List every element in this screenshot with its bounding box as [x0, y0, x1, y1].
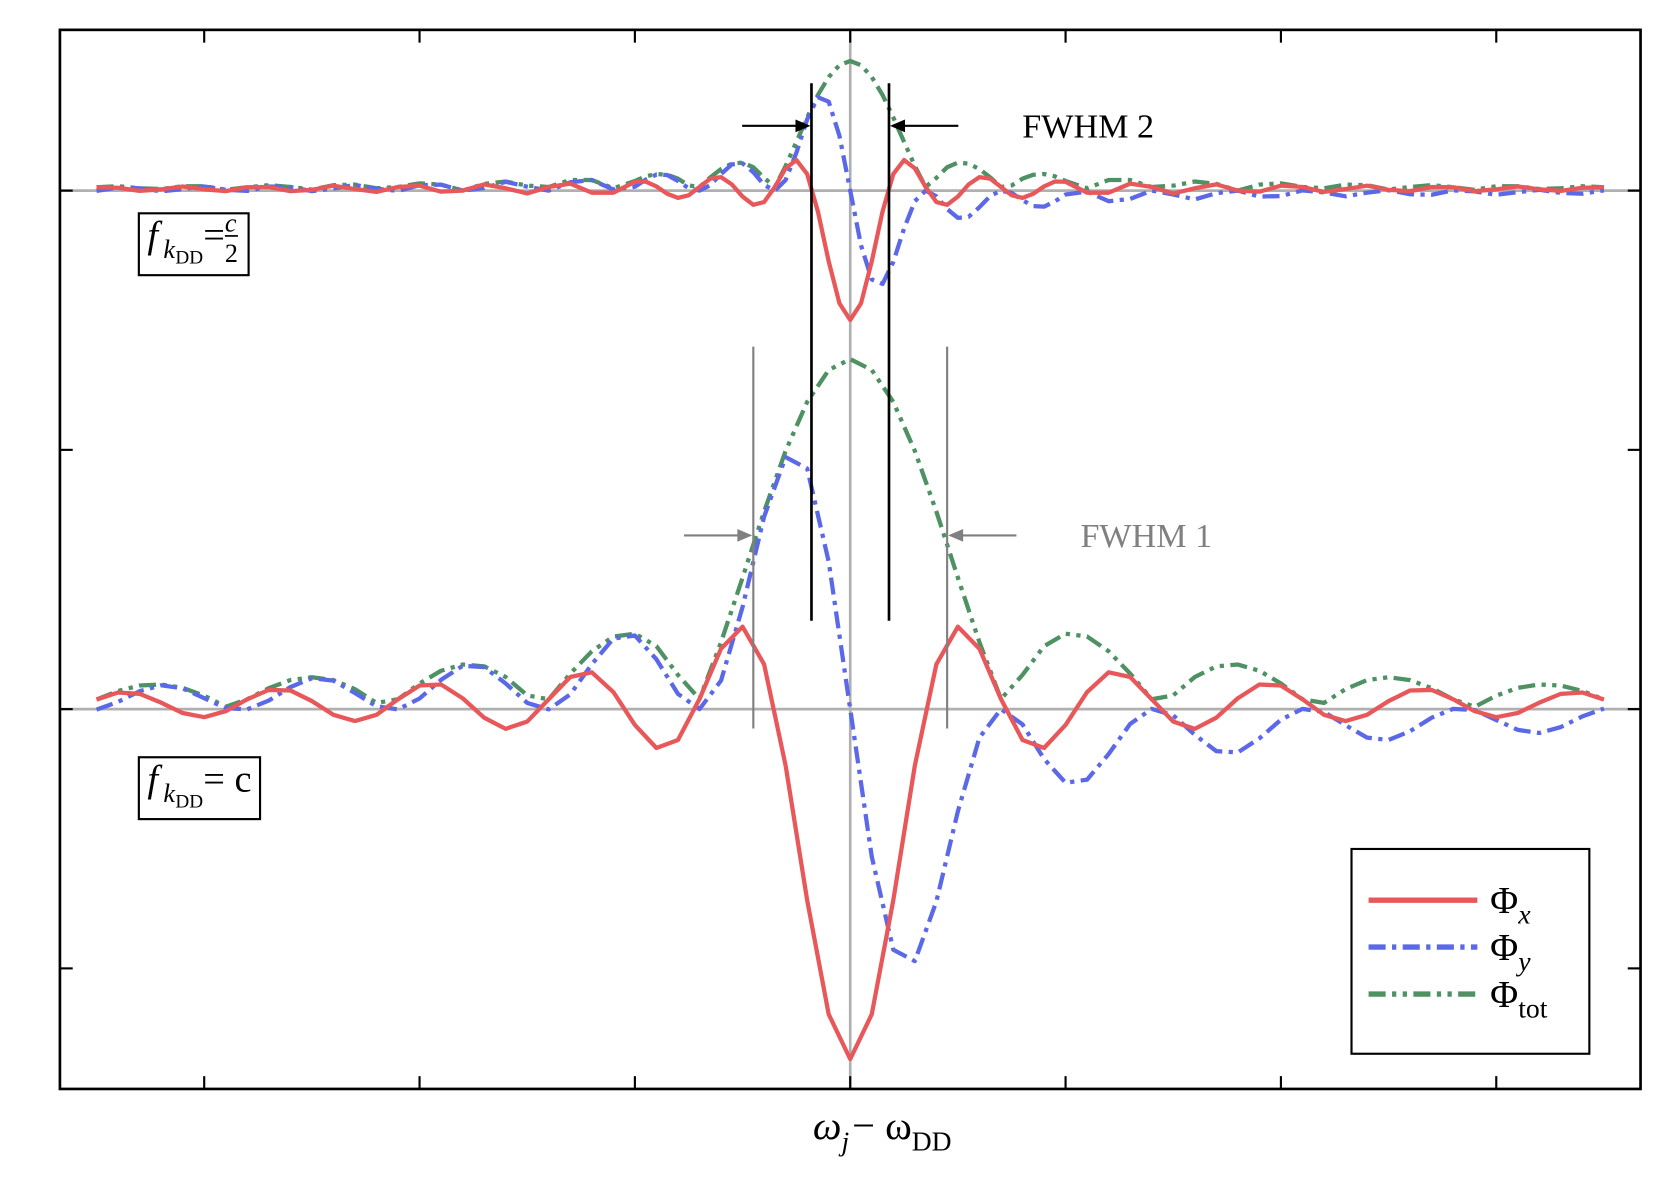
legend-entry: Φtot	[1490, 974, 1548, 1024]
label-part: k	[163, 779, 175, 808]
fwhm-label: FWHM 1	[1080, 518, 1212, 555]
legend-name: Φ	[1490, 927, 1518, 969]
label-part: DD	[175, 248, 203, 269]
legend-subscript: tot	[1518, 992, 1548, 1023]
series-line	[96, 95, 1605, 287]
fwhm-label: FWHM 2	[1022, 109, 1154, 146]
label-part: j	[838, 1125, 849, 1156]
box-label: f k DD = c	[147, 758, 251, 812]
label-part: 2	[225, 239, 238, 268]
legend-entry: Φy	[1490, 927, 1531, 977]
label-part: k	[163, 235, 175, 264]
label-part: f	[147, 214, 163, 256]
label-part: = c	[203, 758, 251, 800]
label-part: =	[203, 214, 225, 256]
legend-name: Φ	[1490, 974, 1518, 1016]
arrow-head	[948, 529, 964, 542]
label-part: DD	[175, 792, 203, 813]
label-part: ω	[813, 1103, 842, 1148]
arrow-head	[737, 529, 753, 542]
box-label: f k DD = c2	[147, 208, 238, 268]
box-label-frame	[137, 756, 262, 821]
series-line	[96, 58, 1605, 193]
legend-subscript: x	[1517, 899, 1531, 930]
arrow-head	[795, 119, 811, 133]
series-line	[95, 624, 1605, 1062]
label-part: DD	[912, 1125, 952, 1156]
arrow-head	[890, 119, 905, 133]
label-part: f	[147, 758, 163, 800]
legend-frame	[1350, 847, 1591, 1055]
series-line	[96, 157, 1604, 323]
series-line	[95, 356, 1605, 709]
label-part: c	[225, 208, 237, 237]
legend-subscript: y	[1515, 946, 1531, 977]
label-part: − ω	[852, 1103, 912, 1148]
legend-entry: Φx	[1490, 880, 1531, 930]
legend-name: Φ	[1490, 880, 1518, 922]
box-label-frame	[137, 212, 250, 277]
